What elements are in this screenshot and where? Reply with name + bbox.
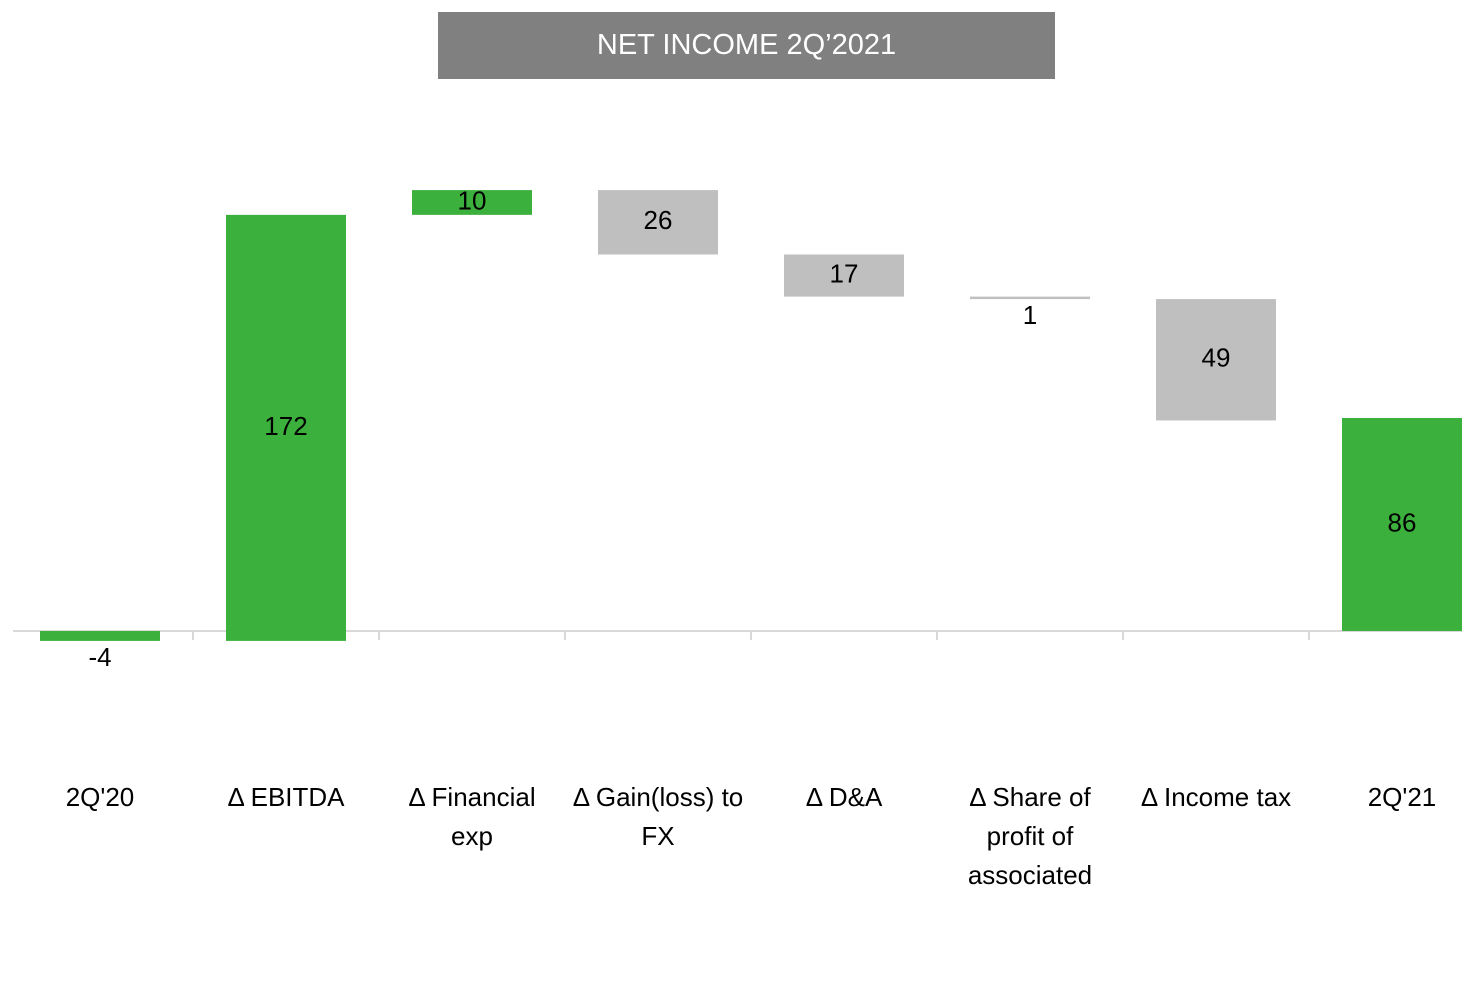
x-tick-label: 2Q'20 (65, 782, 135, 812)
data-label: 172 (264, 411, 307, 441)
bar (970, 296, 1090, 300)
x-tick-label: 2Q'21 (1367, 782, 1437, 812)
data-label: 17 (830, 258, 859, 288)
chart-title: NET INCOME 2Q’2021 (438, 12, 1055, 79)
bar (40, 631, 160, 641)
bar (412, 190, 532, 215)
data-label: 86 (1388, 507, 1417, 537)
data-label: 10 (458, 185, 487, 215)
bar (1342, 417, 1462, 631)
x-tick-label: Δ Share of profit of associated (967, 782, 1093, 890)
x-tick-label: Δ EBITDA (227, 782, 345, 812)
bar (784, 254, 904, 297)
data-label: -4 (88, 642, 111, 672)
x-tick-label: Δ D&A (805, 782, 883, 812)
bar (1156, 299, 1276, 421)
x-tick-label: Δ Income tax (1140, 782, 1292, 812)
x-tick-label: Δ Financial exp (408, 782, 536, 851)
bar (598, 190, 718, 255)
x-tick-label: Δ Gain(loss) to FX (572, 782, 744, 851)
data-label: 26 (644, 205, 673, 235)
data-label: 49 (1202, 343, 1231, 373)
data-label: 1 (1023, 300, 1037, 330)
bar (226, 214, 346, 641)
